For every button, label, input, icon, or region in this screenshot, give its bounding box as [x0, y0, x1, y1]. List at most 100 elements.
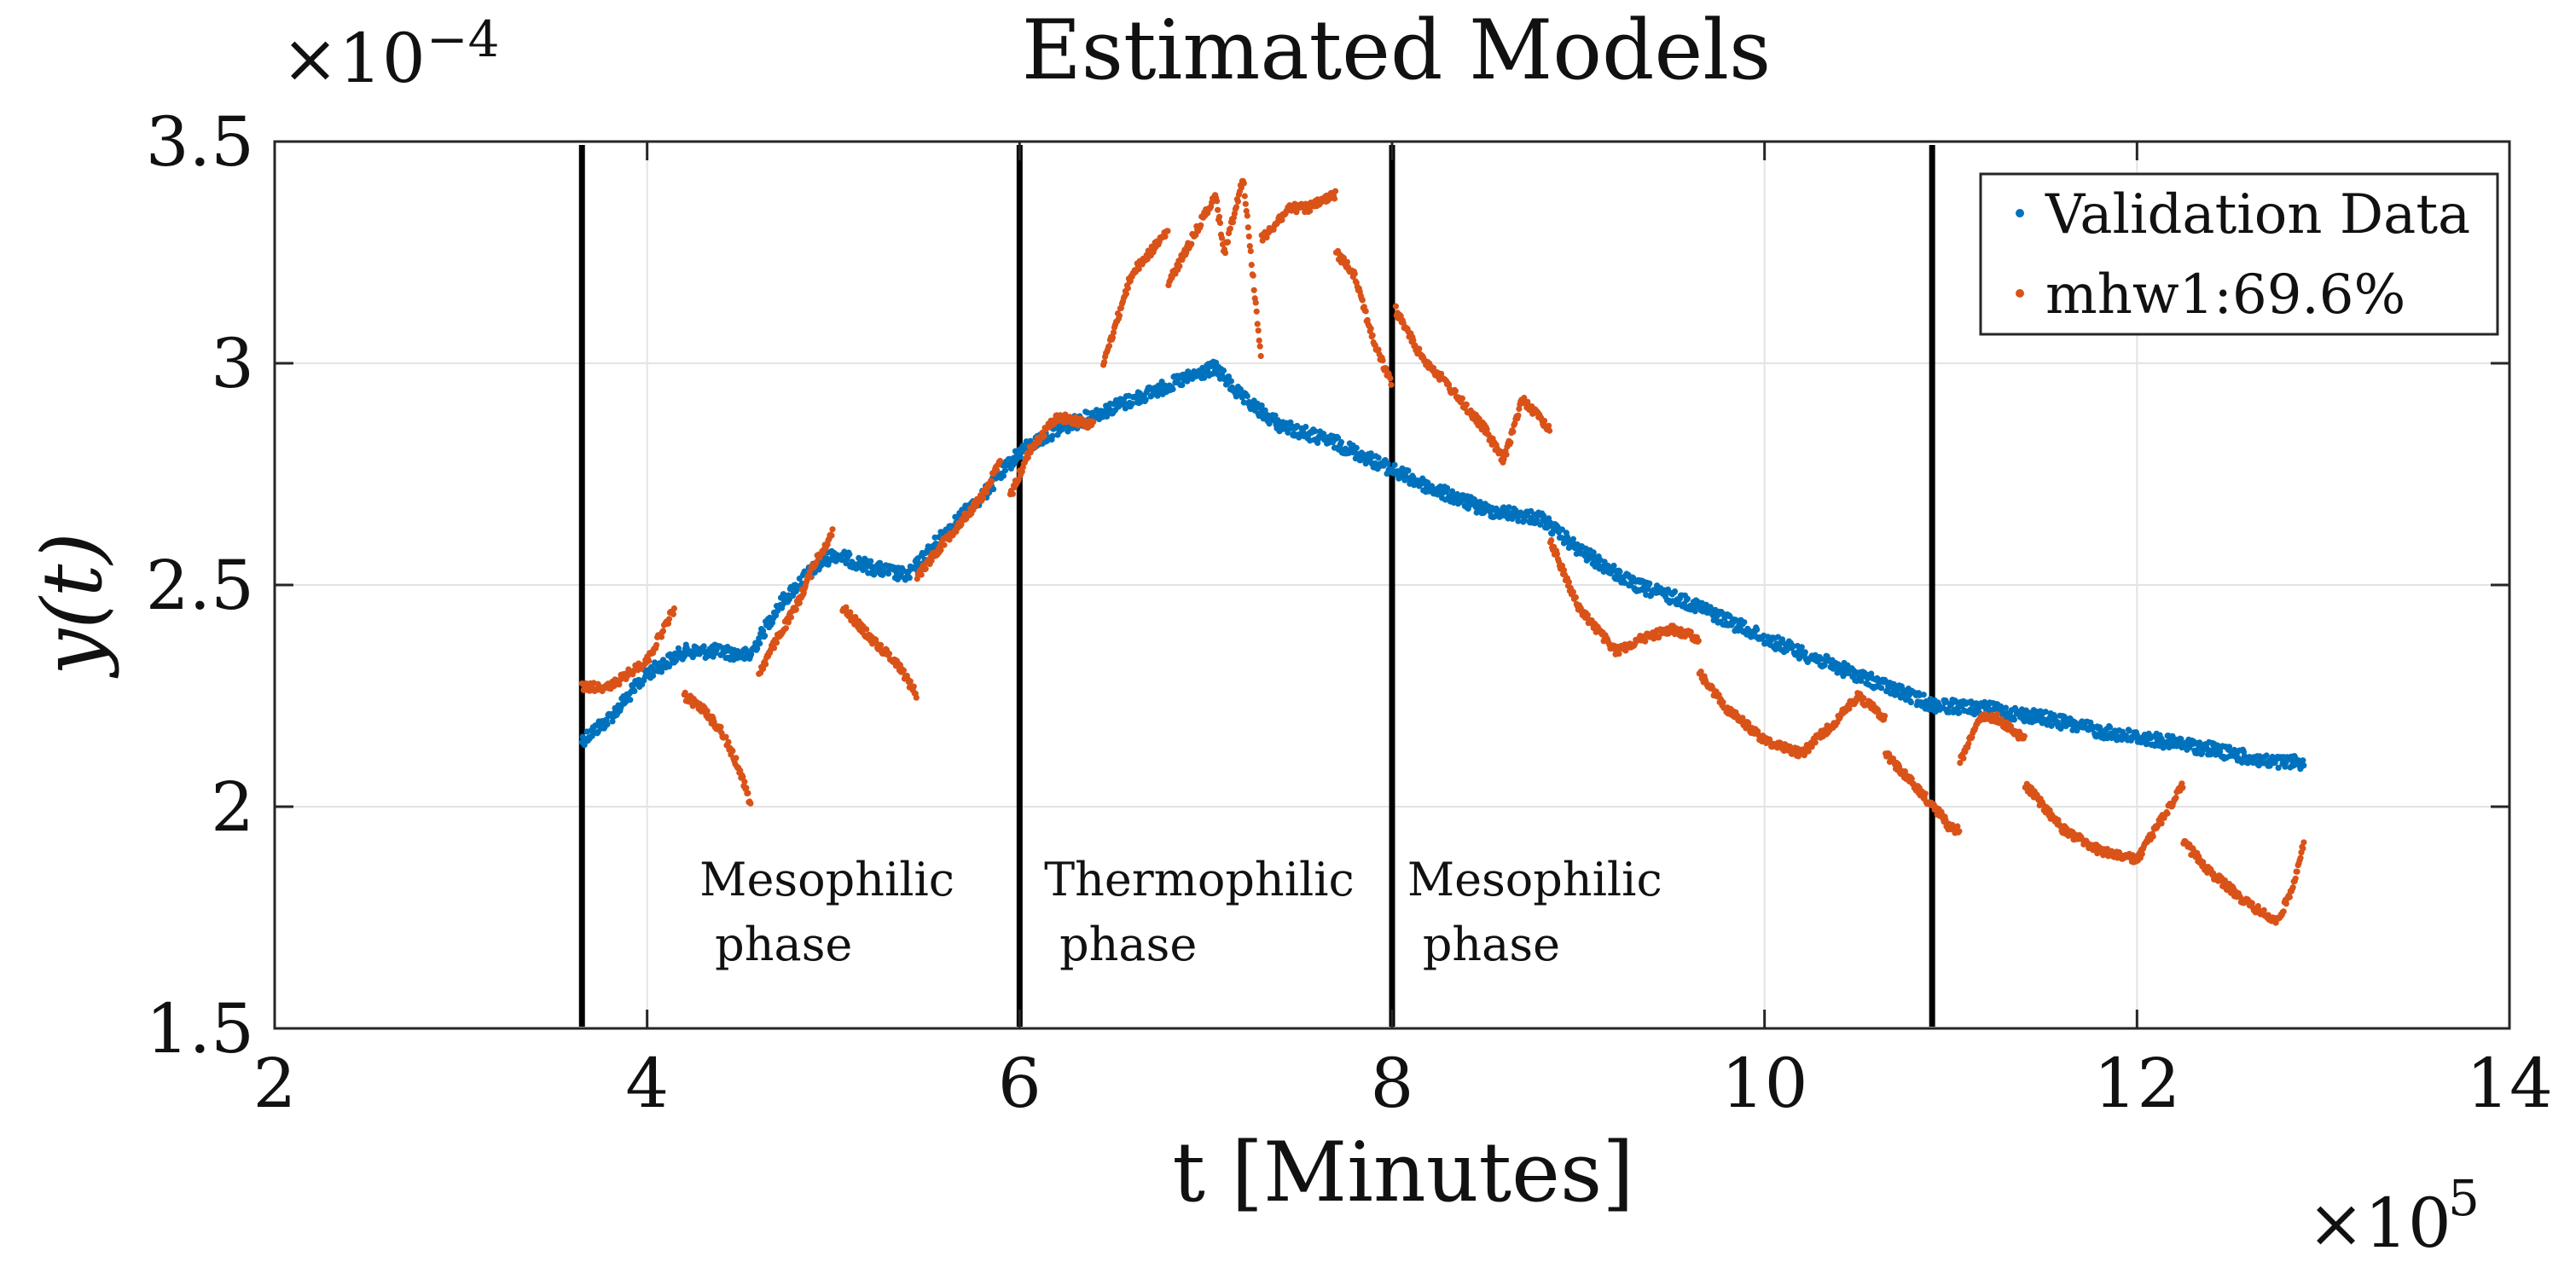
phase-labels: Mesophilic phase Thermophilic phase Mesophil… — [699, 853, 1662, 971]
series-mhw1-segment-point — [1565, 579, 1572, 586]
series-mhw1-segment-point — [659, 628, 667, 634]
series-mhw1-segment-point — [2280, 908, 2287, 915]
series-mhw1-segment-point — [1238, 184, 1244, 191]
series-mhw1-segment-point — [813, 559, 820, 565]
series-validation-data-point — [1506, 504, 1512, 511]
series-mhw1-segment — [681, 689, 754, 807]
series-mhw1-segment-point — [670, 611, 677, 617]
series-validation-data-point — [1017, 454, 1024, 460]
y-tick-label: 2 — [211, 767, 254, 847]
series-mhw1-segment-point — [807, 574, 814, 581]
series-mhw1-segment-point — [918, 571, 925, 578]
x-tick-label: 14 — [2466, 1044, 2553, 1123]
series-mhw1-segment-point — [1233, 204, 1239, 211]
series-validation-data-point — [609, 718, 616, 725]
phase-label-line2: phase — [1423, 918, 1560, 971]
series-mhw1-segment — [1696, 669, 1888, 760]
series-mhw1-segment-point — [1116, 312, 1123, 319]
series-mhw1-segment-point — [1250, 272, 1256, 279]
series-mhw1-segment — [1392, 303, 1553, 466]
series-validation-data-point — [700, 643, 707, 650]
series-mhw1-segment-point — [900, 667, 907, 674]
series-mhw1-segment-point — [1241, 193, 1248, 200]
series-validation-data-point — [1443, 484, 1451, 491]
series-validation-data-point — [650, 672, 657, 680]
series-mhw1-segment-point — [1248, 262, 1255, 269]
series-mhw1-segment-point — [665, 616, 673, 622]
series-mhw1-segment-point — [907, 678, 914, 685]
series-validation-data-point — [1956, 709, 1963, 716]
series-mhw1-segment-point — [2021, 732, 2028, 739]
series-validation-data-point — [762, 633, 769, 640]
series-mhw1-segment-point — [1507, 439, 1514, 446]
series-mhw1-segment-point — [729, 748, 736, 755]
svg-text:×10: ×10 — [2307, 1184, 2451, 1263]
series-mhw1-segment-point — [1253, 308, 1260, 315]
y-axis-label: y(t) — [25, 532, 120, 679]
series-mhw1-segment-point — [747, 800, 754, 807]
series-mhw1-segment-point — [1392, 303, 1399, 310]
series-validation-data-point — [1558, 526, 1566, 533]
series-mhw1-segment-point — [1387, 375, 1394, 382]
series-mhw1-segment-point — [1242, 200, 1249, 207]
series-mhw1-segment-point — [2283, 900, 2289, 907]
series-mhw1-segment-point — [1362, 308, 1369, 315]
series-mhw1-segment — [1258, 188, 1339, 244]
series-validation-data-point — [2275, 764, 2282, 772]
series-mhw1-segment-point — [787, 614, 795, 621]
series-mhw1-segment-point — [2292, 875, 2299, 882]
axis-ticks: 2 4 6 8 10 12 141.522.533.5 — [146, 102, 2553, 1123]
series-mhw1-segment-point — [763, 661, 769, 668]
series-mhw1-segment-point — [1234, 198, 1241, 205]
series-validation-data-point — [1754, 626, 1761, 633]
series-validation-data-point — [1391, 461, 1398, 468]
x-tick-label: 4 — [625, 1044, 669, 1123]
series-mhw1-segment-point — [1965, 740, 1972, 747]
phase-label-line1: Thermophilic — [1044, 853, 1355, 906]
series-validation-data-point — [1646, 580, 1653, 587]
series-validation-data-point — [2133, 732, 2140, 738]
series-mhw1-segment-point — [1410, 337, 1417, 344]
series-validation-data-point — [1457, 499, 1464, 506]
series-validation-data-point — [843, 560, 850, 567]
y-tick-label: 1.5 — [146, 989, 254, 1068]
series-validation-data-point — [2300, 757, 2306, 764]
series-mhw1-segment-point — [1188, 240, 1195, 247]
y-exponent-label: ×10 −4 — [281, 10, 500, 98]
series-validation-data-point — [1610, 562, 1617, 570]
series-mhw1-segment-point — [1416, 345, 1423, 352]
series-validation-data-point — [2225, 744, 2233, 750]
series-validation-data-point — [877, 559, 884, 566]
series-validation-data-point — [1878, 685, 1885, 692]
series-mhw1-segment-point — [843, 604, 850, 611]
phase-label-line1: Mesophilic — [699, 853, 954, 906]
series-mhw1-segment-point — [1515, 412, 1522, 419]
x-exponent-label: ×10 5 — [2307, 1169, 2480, 1263]
svg-text:×10: ×10 — [281, 19, 426, 98]
series-validation-data-point — [1942, 698, 1949, 704]
series-mhw1-segment-point — [1123, 291, 1129, 298]
series-validation-data-point — [2126, 727, 2132, 734]
series-validation-data-point — [631, 687, 638, 695]
series-mhw1-segment — [2022, 780, 2186, 866]
series-mhw1-segment-point — [1221, 250, 1229, 257]
series-mhw1-segment-point — [1176, 263, 1183, 269]
series-mhw1-segment-point — [741, 779, 748, 785]
series-validation-data-point — [1104, 413, 1111, 420]
series-validation-data-point — [1590, 549, 1597, 556]
svg-text:−4: −4 — [426, 10, 500, 68]
series-validation-data-point — [1726, 613, 1733, 620]
series-validation-data-point — [581, 742, 588, 749]
series-mhw1-segment-point — [1256, 337, 1262, 344]
series-mhw1-segment-point — [1215, 206, 1221, 213]
series-validation-data-point — [1001, 467, 1009, 474]
series-validation-data-point — [1049, 432, 1056, 439]
series-mhw1-segment-point — [1250, 287, 1257, 293]
series-validation-data-point — [760, 628, 767, 634]
series-mhw1-segment-point — [1452, 388, 1459, 395]
series-mhw1-segment-point — [1279, 217, 1285, 223]
legend-label-mhw1: mhw1:69.6% — [2045, 263, 2405, 327]
series-mhw1-segment-point — [2158, 820, 2165, 827]
legend-label-validation: Validation Data — [2045, 183, 2470, 246]
series-validation-data-point — [1534, 517, 1540, 524]
